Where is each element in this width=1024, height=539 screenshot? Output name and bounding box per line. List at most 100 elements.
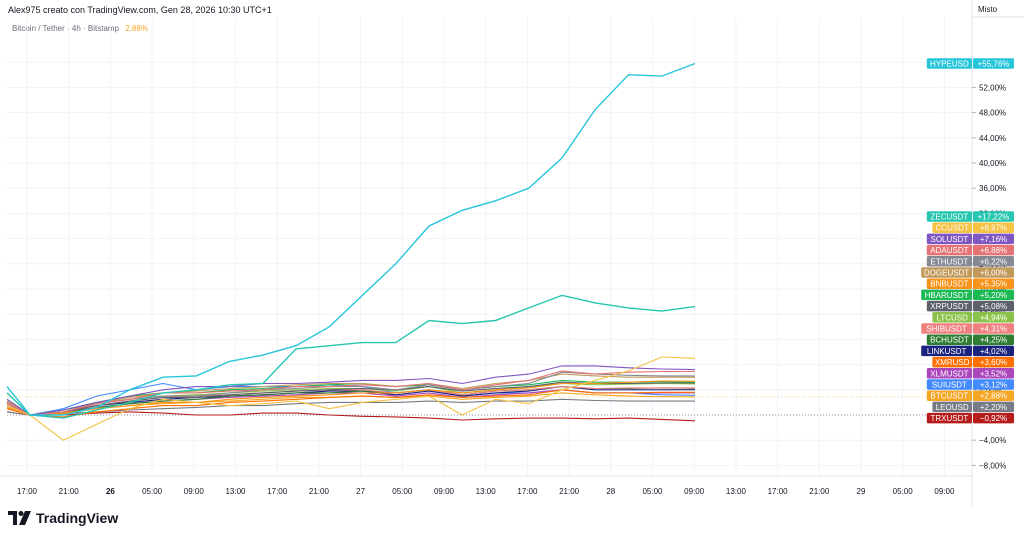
price-label-dogeusdt[interactable]: DOGEUSDT +6,00% xyxy=(921,267,1014,278)
price-label-xrpusdt[interactable]: XRPUSDT +5,08% xyxy=(926,300,1014,312)
series-line-trxusdt[interactable] xyxy=(6,411,696,422)
y-tick-label: 52,00% xyxy=(979,83,1006,92)
series-line-adausdt[interactable] xyxy=(6,370,695,416)
series-line-xmrusd[interactable] xyxy=(6,389,695,418)
scale-mode-label[interactable]: Misto xyxy=(978,5,998,14)
price-label-trxusdt[interactable]: TRXUSDT −0,92% xyxy=(926,412,1014,424)
series-line-dogeusdt[interactable] xyxy=(6,373,695,416)
price-label-value: +4,02% xyxy=(980,347,1007,356)
price-label-name-bg xyxy=(926,379,972,390)
price-label-xlmusdt[interactable]: XLMUSDT +3,52% xyxy=(926,368,1014,379)
price-label-solusdt[interactable]: SOLUSDT +7,16% xyxy=(926,233,1014,245)
price-label-name-bg xyxy=(921,345,972,357)
price-label-name-bg xyxy=(926,58,972,69)
price-label-bchusdt[interactable]: BCHUSDT +4,25% xyxy=(926,334,1014,345)
price-label-name-bg xyxy=(932,356,972,368)
tradingview-brand[interactable]: TradingView xyxy=(8,510,118,526)
price-label-name-bg xyxy=(926,390,972,401)
price-label-value-bg xyxy=(973,379,1014,390)
price-label-name-bg xyxy=(926,244,972,256)
x-tick-label: 21:00 xyxy=(59,487,80,496)
series-line-linkusdt[interactable] xyxy=(6,386,696,416)
symbol-name: Bitcoin / Tether · 4h · Bitstamp xyxy=(12,24,120,33)
price-label-ethusdt[interactable]: ETHUSDT +6,22% xyxy=(926,256,1014,267)
price-label-hypeusd[interactable]: HYPEUSD +55,76% xyxy=(926,58,1014,69)
price-label-value: +5,20% xyxy=(980,291,1007,300)
price-label-name-bg xyxy=(921,289,972,301)
price-label-zecusdt[interactable]: ZECUSDT +17,22% xyxy=(926,211,1014,222)
y-tick-label: 48,00% xyxy=(979,109,1006,118)
price-label-name-bg xyxy=(926,412,972,424)
price-label-leousd[interactable]: LEOUSD +2,20% xyxy=(932,401,1014,413)
price-label-shibusdt[interactable]: SHIBUSDT +4,31% xyxy=(921,323,1014,334)
price-label-xmrusd[interactable]: XMRUSD +3,60% xyxy=(932,356,1014,368)
x-tick-label: 26 xyxy=(106,487,115,496)
price-label-btcusdt[interactable]: BTCUSDT +2,88% xyxy=(926,390,1014,401)
x-tick-label: 27 xyxy=(356,487,365,496)
price-label-value: −0,92% xyxy=(980,414,1007,423)
series-line-leousd[interactable] xyxy=(6,398,695,416)
price-label-value: +6,88% xyxy=(980,246,1007,255)
price-label-value: +8,97% xyxy=(980,224,1007,233)
series-line-zecusdt[interactable] xyxy=(6,294,696,419)
x-tick-label: 21:00 xyxy=(309,487,330,496)
price-label-name-bg xyxy=(926,211,972,222)
price-label-value-bg xyxy=(973,368,1014,379)
price-label-bnbusdt[interactable]: BNBUSDT +5,35% xyxy=(926,278,1014,289)
x-tick-label: 29 xyxy=(857,487,866,496)
price-label-name: XLMUSDT xyxy=(930,369,968,378)
price-label-hbarusdt[interactable]: HBARUSDT +5,20% xyxy=(921,289,1014,301)
price-label-value: +5,08% xyxy=(980,302,1007,311)
price-label-value-bg xyxy=(973,244,1014,256)
price-label-name-bg xyxy=(926,368,972,379)
series-lines xyxy=(6,62,696,441)
series-line-hypeusd[interactable] xyxy=(6,62,696,416)
price-label-ccusdt[interactable]: CCUSDT +8,97% xyxy=(932,222,1014,233)
x-tick-label: 05:00 xyxy=(893,487,914,496)
price-label-name: LTCUSD xyxy=(936,313,968,322)
price-label-value: +4,31% xyxy=(980,325,1007,334)
x-tick-label: 09:00 xyxy=(934,487,955,496)
price-label-value-bg xyxy=(973,289,1014,301)
price-label-value: +3,60% xyxy=(980,358,1007,367)
x-tick-label: 13:00 xyxy=(225,487,246,496)
series-line-ccusdt[interactable] xyxy=(6,356,696,441)
price-label-name: ADAUSDT xyxy=(930,246,968,255)
series-line-bnbusdt[interactable] xyxy=(6,380,696,416)
x-tick-label: 09:00 xyxy=(684,487,705,496)
y-tick-label: −8,00% xyxy=(979,461,1006,470)
price-label-linkusdt[interactable]: LINKUSDT +4,02% xyxy=(921,345,1014,357)
series-line-xrpusdt[interactable] xyxy=(6,381,696,416)
price-label-value-bg xyxy=(973,222,1014,233)
price-label-name-bg xyxy=(921,267,972,278)
price-labels: HYPEUSD +55,76% ZECUSDT +17,22% CCUSDT +8,97%… xyxy=(921,58,1014,424)
y-tick-label: 44,00% xyxy=(979,134,1006,143)
price-label-name: LEOUSD xyxy=(936,403,969,412)
x-tick-label: 21:00 xyxy=(809,487,830,496)
chart-header-title: Alex975 creato con TradingView.com, Gen … xyxy=(8,5,272,15)
price-label-name-bg xyxy=(926,300,972,312)
y-tick-label: −4,00% xyxy=(979,436,1006,445)
price-label-name-bg xyxy=(932,401,972,413)
price-label-value-bg xyxy=(973,267,1014,278)
y-tick-label: 40,00% xyxy=(979,159,1006,168)
price-label-value: +4,94% xyxy=(980,313,1007,322)
price-label-value-bg xyxy=(973,412,1014,424)
price-label-name: BNBUSDT xyxy=(930,280,968,289)
price-label-name-bg xyxy=(926,233,972,245)
price-label-value: +3,52% xyxy=(980,369,1007,378)
symbol-legend[interactable]: Bitcoin / Tether · 4h · Bitstamp 2,88% xyxy=(12,24,148,33)
price-label-ltcusd[interactable]: LTCUSD +4,94% xyxy=(932,312,1014,323)
price-label-name-bg xyxy=(921,323,972,334)
price-label-value: +6,00% xyxy=(980,269,1007,278)
price-label-suiusdt[interactable]: SUIUSDT +3,12% xyxy=(926,379,1014,390)
grid xyxy=(7,18,972,476)
price-label-adausdt[interactable]: ADAUSDT +6,88% xyxy=(926,244,1014,256)
price-label-name-bg xyxy=(926,278,972,289)
price-label-name: XMRUSD xyxy=(935,358,970,367)
price-label-name: SHIBUSDT xyxy=(926,325,967,334)
price-label-value-bg xyxy=(973,256,1014,267)
price-label-name-bg xyxy=(932,312,972,323)
y-tick-label: 4,00% xyxy=(979,386,1002,395)
